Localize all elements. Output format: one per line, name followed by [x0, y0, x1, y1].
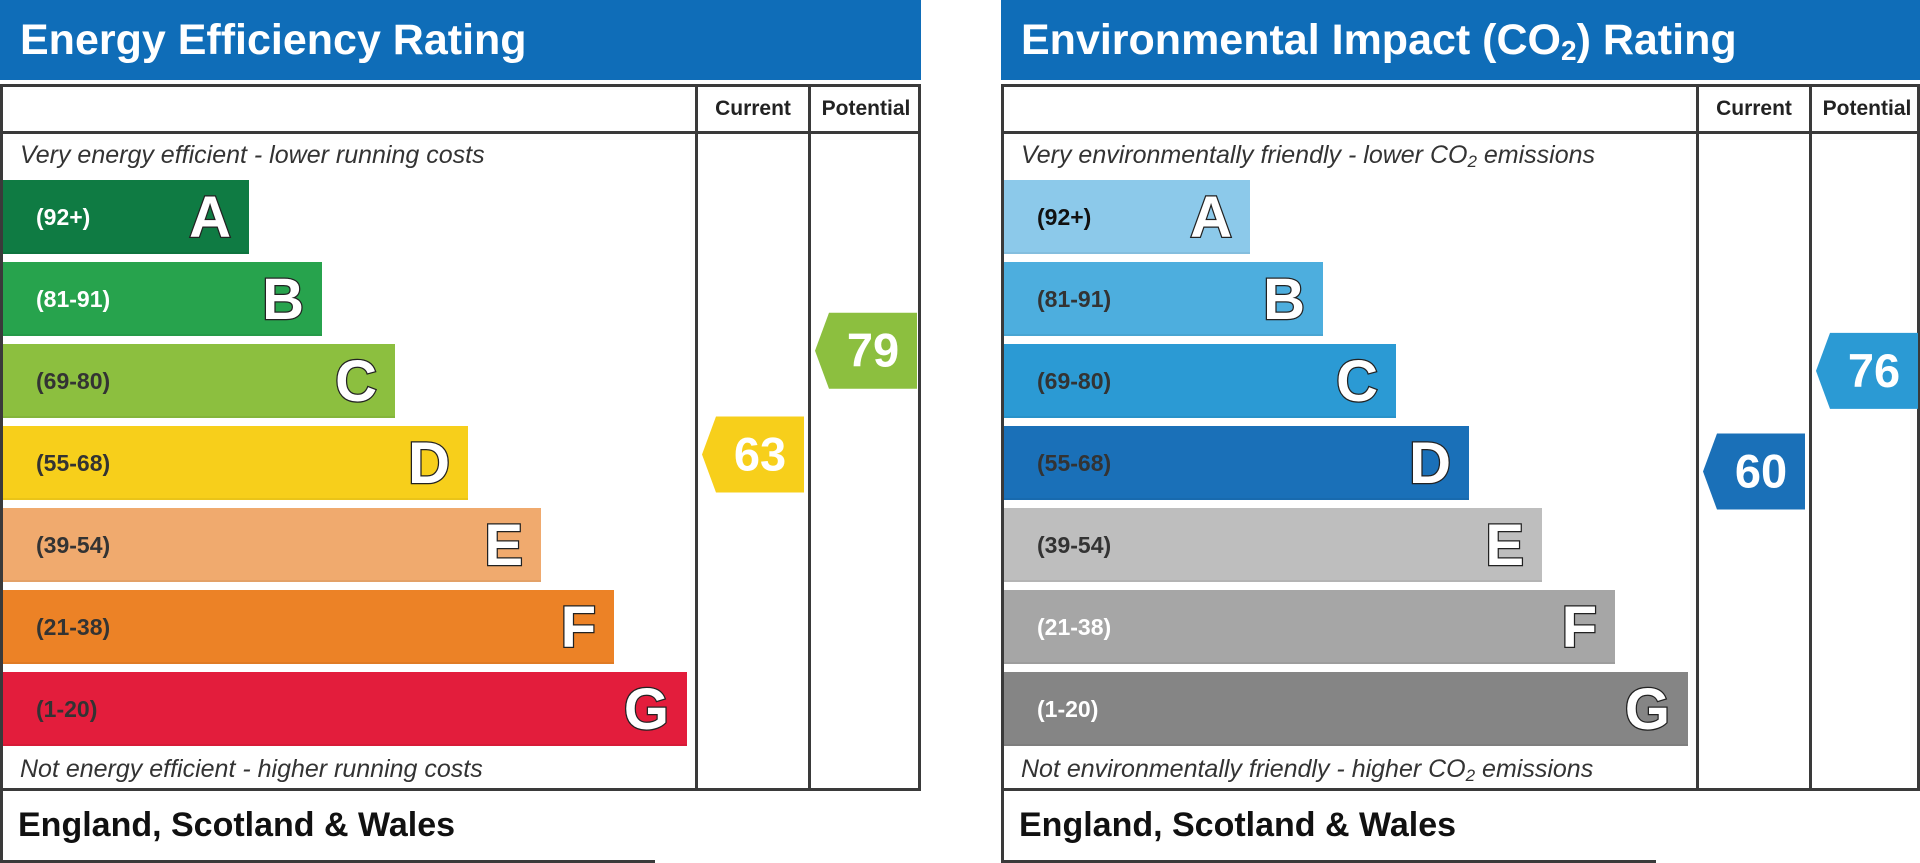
co2-subscript: 2 — [1560, 35, 1577, 66]
band-letter: G — [623, 676, 671, 744]
environmental-impact-title: Environmental Impact (CO2) Rating — [1001, 0, 1920, 80]
co2-subscript: 2 — [1465, 766, 1476, 785]
header-divider — [1004, 131, 1917, 134]
current-column-header: Current — [715, 97, 791, 120]
band-range-label: (92+) — [1037, 204, 1092, 230]
energy-rating-table: Current Potential Very energy efficient … — [0, 84, 921, 791]
band-letter: A — [188, 184, 232, 252]
band-letter: E — [483, 512, 524, 580]
band-letter: D — [407, 430, 451, 498]
region-label-box: England, Scotland & Wales — [1001, 791, 1656, 863]
potential-column-header: Potential — [1822, 97, 1912, 120]
band-range-label: (39-54) — [1037, 532, 1112, 558]
bottom-caption: Not environmentally friendly - higher CO… — [1021, 755, 1593, 786]
potential-arrow-shape — [1816, 332, 1918, 409]
band-f: (21-38) F — [1004, 590, 1615, 664]
band-letter: B — [1262, 266, 1306, 334]
top-caption: Very environmentally friendly - lower CO… — [1021, 141, 1595, 172]
band-g: (1-20) G — [3, 672, 687, 746]
band-letter: C — [334, 348, 378, 416]
band-c: (69-80) C — [3, 344, 395, 418]
band-range-label: (81-91) — [1037, 286, 1112, 312]
current-column-header: Current — [1716, 97, 1792, 120]
band-e: (39-54) E — [1004, 508, 1542, 582]
band-range-label: (1-20) — [1037, 696, 1099, 722]
band-range-label: (92+) — [36, 204, 91, 230]
band-f: (21-38) F — [3, 590, 614, 664]
potential-rating-value: 79 — [847, 324, 899, 377]
column-divider — [1696, 87, 1699, 788]
band-range-label: (69-80) — [1037, 368, 1112, 394]
band-letter: G — [1624, 676, 1672, 744]
band-range-label: (55-68) — [1037, 450, 1112, 476]
column-divider — [695, 87, 698, 788]
current-arrow-shape — [1703, 433, 1805, 510]
region-label: England, Scotland & Wales — [1019, 806, 1457, 844]
band-d: (55-68) D — [1004, 426, 1469, 500]
top-caption-end: emissions — [1476, 141, 1596, 169]
band-letter: A — [1189, 184, 1233, 252]
band-range-label: (55-68) — [36, 450, 111, 476]
current-rating-arrow: 60 — [1703, 433, 1805, 510]
environmental-impact-panel: Environmental Impact (CO2) Rating Curren… — [1001, 0, 1920, 863]
top-caption: Very energy efficient - lower running co… — [20, 141, 485, 169]
region-label-box: England, Scotland & Wales — [0, 791, 655, 863]
band-range-label: (21-38) — [36, 614, 111, 640]
region-label: England, Scotland & Wales — [18, 806, 456, 844]
band-letter: C — [1335, 348, 1379, 416]
co2-subscript: 2 — [1467, 152, 1477, 171]
band-range-label: (21-38) — [1037, 614, 1112, 640]
band-letter: F — [559, 594, 597, 662]
environment-rating-table: Current Potential Very environmentally f… — [1001, 84, 1920, 791]
band-letter: F — [1560, 594, 1598, 662]
header-divider — [3, 131, 918, 134]
band-b: (81-91) B — [3, 262, 322, 336]
band-letter: B — [261, 266, 305, 334]
potential-rating-arrow: 76 — [1816, 332, 1918, 409]
band-e: (39-54) E — [3, 508, 541, 582]
energy-title-text: Energy Efficiency Rating — [20, 16, 527, 64]
band-d: (55-68) D — [3, 426, 468, 500]
band-b: (81-91) B — [1004, 262, 1323, 336]
bottom-caption-text: Not environmentally friendly - higher CO — [1021, 755, 1466, 783]
bottom-caption: Not energy efficient - higher running co… — [20, 755, 483, 783]
potential-rating-arrow: 79 — [815, 312, 917, 389]
energy-efficiency-panel: Energy Efficiency Rating Current Potenti… — [0, 0, 921, 863]
bottom-caption-end: emissions — [1475, 755, 1594, 783]
band-g: (1-20) G — [1004, 672, 1688, 746]
band-range-label: (1-20) — [36, 696, 98, 722]
current-rating-arrow: 63 — [702, 416, 804, 493]
potential-rating-value: 76 — [1848, 344, 1900, 397]
potential-arrow-shape — [815, 312, 917, 389]
potential-column-header: Potential — [821, 97, 911, 120]
environment-title-end: ) Rating — [1576, 16, 1737, 64]
column-divider — [808, 87, 811, 788]
band-letter: E — [1484, 512, 1525, 580]
current-rating-value: 63 — [734, 427, 786, 480]
band-c: (69-80) C — [1004, 344, 1396, 418]
energy-efficiency-title: Energy Efficiency Rating — [0, 0, 921, 80]
current-arrow-shape — [702, 416, 804, 493]
column-divider — [1809, 87, 1812, 788]
band-range-label: (69-80) — [36, 368, 111, 394]
top-caption-text: Very environmentally friendly - lower CO — [1021, 141, 1468, 169]
band-a: (92+) A — [3, 180, 249, 254]
band-range-label: (81-91) — [36, 286, 111, 312]
band-a: (92+) A — [1004, 180, 1250, 254]
band-letter: D — [1408, 430, 1452, 498]
environment-title-text: Environmental Impact (CO — [1021, 16, 1561, 64]
current-rating-value: 60 — [1735, 445, 1787, 498]
band-range-label: (39-54) — [36, 532, 111, 558]
